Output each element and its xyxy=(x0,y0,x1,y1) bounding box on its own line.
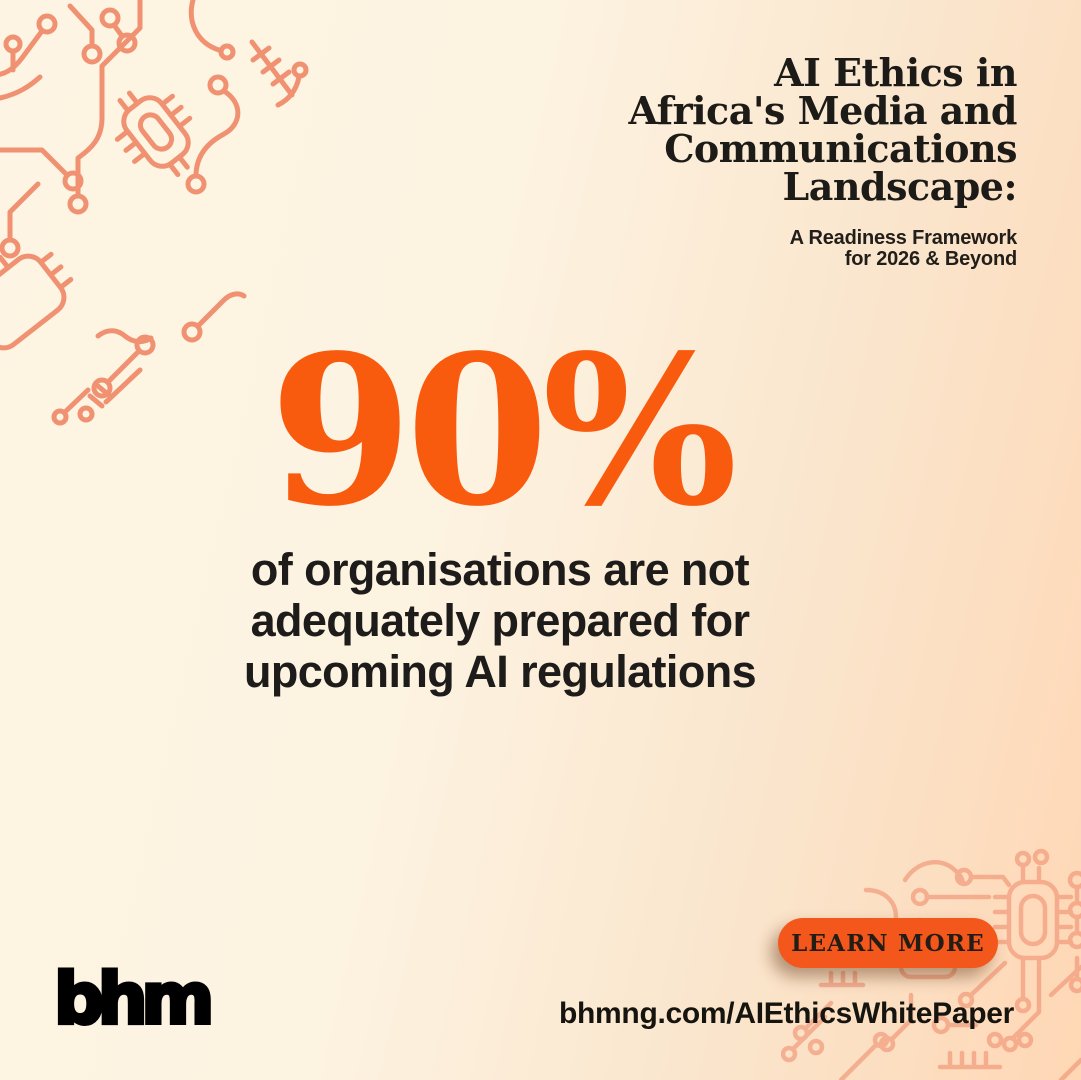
page-title-line-1: AI Ethics in xyxy=(774,50,1017,95)
stat-description-line-2: adequately prepared for xyxy=(250,595,750,646)
learn-more-label: LEARN MORE xyxy=(791,929,985,957)
stat-description-line-3: upcoming AI regulations xyxy=(243,646,757,697)
page-title-line-3: Communications xyxy=(664,126,1017,171)
header: AI Ethics in Africa's Media and Communic… xyxy=(628,54,1017,270)
stat-block: 90% of organisations are not adequately … xyxy=(205,328,795,697)
subtitle-line-2: for 2026 & Beyond xyxy=(844,248,1017,270)
page-title-line-2: Africa's Media and xyxy=(628,88,1017,133)
stat-description: of organisations are not adequately prep… xyxy=(205,544,795,697)
whitepaper-url: bhmng.com/AIEthicsWhitePaper xyxy=(559,997,1014,1030)
subtitle-line-1: A Readiness Framework xyxy=(789,227,1018,249)
bhm-logo: bhm xyxy=(52,958,216,1040)
stat-value: 90% xyxy=(269,310,737,552)
page-title-line-4: Landscape: xyxy=(782,164,1018,209)
page-title: AI Ethics in Africa's Media and Communic… xyxy=(628,54,1017,206)
circuit-pattern-top-left-icon xyxy=(0,0,309,426)
stat-description-line-1: of organisations are not xyxy=(250,544,750,595)
subtitle: A Readiness Framework for 2026 & Beyond xyxy=(628,227,1018,270)
learn-more-button[interactable]: LEARN MORE xyxy=(778,918,998,968)
